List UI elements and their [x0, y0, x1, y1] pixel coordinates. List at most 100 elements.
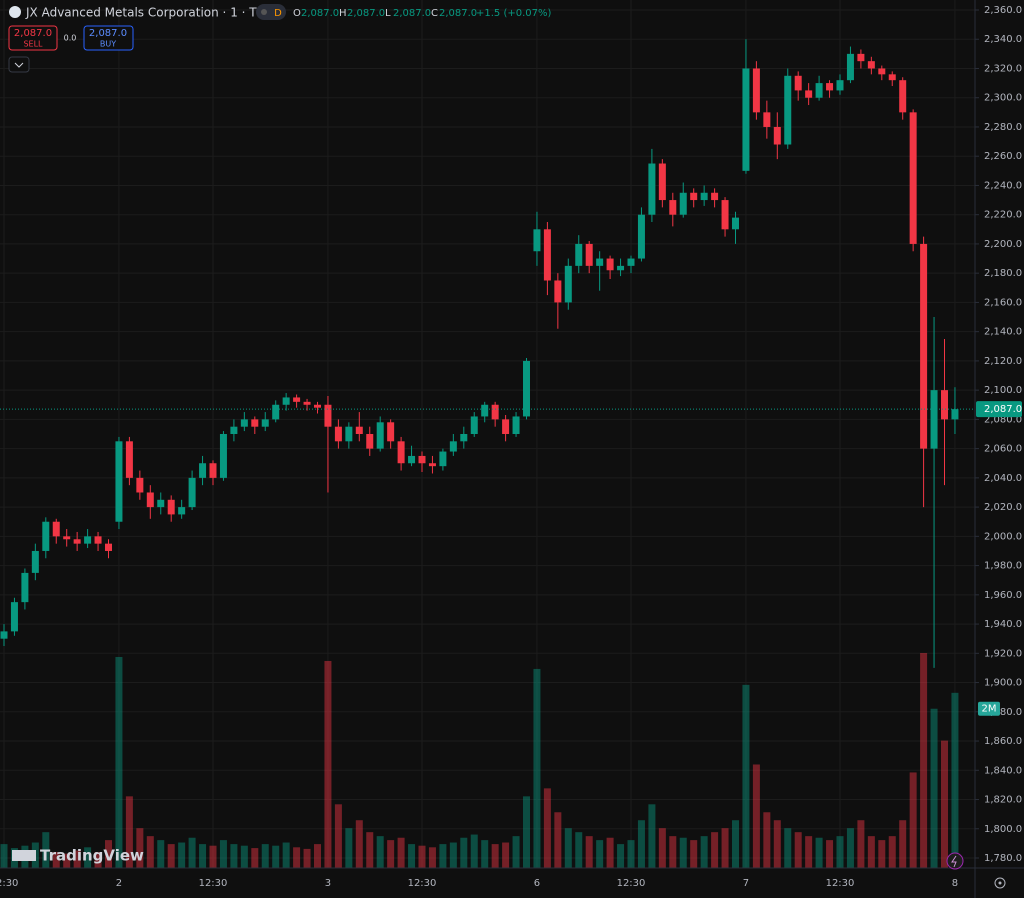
volume-bar [564, 828, 572, 868]
candle-body [502, 419, 510, 434]
candle-body [146, 492, 154, 508]
volume-bar [627, 840, 635, 868]
sell-button[interactable] [8, 25, 58, 51]
candle-body [564, 265, 572, 303]
volume-bar [763, 812, 771, 868]
candle-body [512, 416, 520, 434]
buy-button[interactable] [83, 25, 134, 51]
candle-body [669, 200, 677, 215]
volume-bar [334, 804, 342, 868]
candle-body [418, 455, 426, 464]
volume-bar [428, 847, 436, 868]
volume-bar [920, 653, 928, 868]
y-tick-label: 2,220.0 [984, 210, 1022, 221]
collapse-button[interactable] [8, 56, 30, 73]
badge-bg[interactable] [256, 4, 286, 20]
candle-body [397, 441, 405, 464]
y-tick-label: 2,000.0 [984, 531, 1022, 542]
candle-body [491, 404, 499, 420]
lightning-button[interactable] [946, 852, 964, 870]
volume-bar [836, 836, 844, 868]
candle-body [920, 243, 928, 449]
sell-price: 2,087.0 [14, 28, 52, 39]
symbol-title[interactable]: JX Advanced Metals Corporation · 1 · TSE [25, 6, 272, 20]
candle-body [387, 422, 395, 442]
volume-bar [857, 820, 865, 868]
volume-bar [125, 796, 133, 868]
candle-body [481, 404, 489, 417]
volume-marker-label: 2M [982, 704, 997, 715]
volume-bar [439, 844, 447, 868]
volume-bar [397, 837, 405, 868]
volume-bar [826, 840, 834, 868]
interval-badge: D [274, 8, 282, 19]
y-tick-label: 1,900.0 [984, 678, 1022, 689]
volume-bar [408, 844, 416, 868]
candle-body [711, 192, 719, 201]
volume-bar [617, 844, 625, 868]
y-tick-label: 1,820.0 [984, 795, 1022, 806]
volume-bar [460, 837, 468, 868]
candle-body [188, 477, 196, 508]
candle-body [732, 217, 739, 230]
volume-bar [867, 836, 875, 868]
candle-body [899, 80, 907, 113]
ohlc-key: O [293, 8, 301, 19]
volume-bar [909, 772, 917, 868]
y-tick-label: 2,080.0 [984, 414, 1022, 425]
volume-marker-box [978, 701, 1000, 716]
ohlc-key: C [431, 8, 438, 19]
watermark-logo [12, 850, 36, 861]
candles [0, 39, 959, 668]
candle-body [826, 83, 834, 91]
candle-body [658, 163, 666, 201]
volume-bar [115, 656, 123, 868]
y-tick-label: 2,040.0 [984, 473, 1022, 484]
settings-button[interactable] [994, 877, 1006, 889]
candle-body [105, 543, 112, 551]
volume-bar [199, 844, 207, 868]
candle-body [784, 75, 792, 145]
volume-bar [543, 788, 551, 868]
volume-bar [941, 740, 948, 868]
candle-body [355, 426, 363, 434]
buy-label: BUY [100, 40, 116, 49]
candle-body [752, 68, 760, 113]
volume-bar [449, 842, 457, 868]
candle-body [763, 112, 771, 127]
buy-price: 2,087.0 [89, 28, 127, 39]
volume-bar [136, 828, 144, 868]
lightning-icon [951, 855, 957, 868]
volume-bar [178, 842, 186, 868]
volume-bar [219, 840, 227, 868]
candle-body [805, 90, 813, 98]
x-tick-label: 12:30 [617, 878, 646, 889]
sell-label: SELL [23, 40, 43, 49]
candle-body [523, 360, 530, 417]
y-tick-label: 2,160.0 [984, 297, 1022, 308]
x-tick-label: 8 [952, 878, 958, 889]
volume-bar [951, 692, 959, 868]
candle-body [449, 441, 457, 452]
x-tick-label: 2 [116, 878, 122, 889]
candle-body [543, 229, 551, 281]
candle-body [314, 404, 321, 408]
volume-bar [491, 844, 499, 868]
ohlc-key: L [385, 8, 391, 19]
volume-bar [752, 764, 760, 868]
symbol-icon[interactable] [9, 6, 21, 18]
y-tick-label: 1,880.0 [984, 707, 1022, 718]
volume-bar [658, 828, 666, 868]
candle-body [721, 200, 729, 230]
candle-body [209, 463, 217, 478]
candle-body [408, 455, 416, 464]
volume-bar [0, 844, 8, 868]
volume-bar [42, 832, 50, 868]
candle-body [836, 80, 844, 91]
x-tick-label: 12:30 [0, 878, 18, 889]
candle-body [324, 404, 332, 427]
volume-bar [815, 837, 823, 868]
candle-body [167, 499, 175, 515]
candle-body [115, 441, 123, 522]
